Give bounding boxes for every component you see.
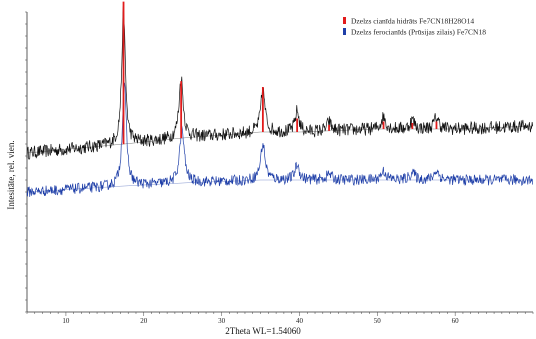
legend-entry-2: Dzelzs ferocianīds (Prūsijas zilais) Fe7… <box>351 28 486 37</box>
series-1-line <box>26 3 534 160</box>
x-tick-label: 20 <box>140 317 148 325</box>
legend-swatch-1 <box>343 17 346 24</box>
y-axis-label: Intesitāte, rel. vien. <box>6 140 16 209</box>
x-tick-label: 60 <box>452 317 460 325</box>
x-tick-label: 40 <box>296 317 304 325</box>
x-tick-label: 10 <box>62 317 70 325</box>
axes: 10 20 30 40 50 60 <box>25 11 534 325</box>
legend-swatch-2 <box>343 28 346 35</box>
series-2-line <box>26 82 534 197</box>
legend: Dzelzs cianīda hidrāts Fe7CN18H28O14 Dze… <box>343 17 486 37</box>
data-layer <box>26 1 534 197</box>
x-axis-label: 2Theta WL=1.54060 <box>225 326 301 336</box>
legend-entry-1: Dzelzs cianīda hidrāts Fe7CN18H28O14 <box>351 17 474 26</box>
x-tick-label: 30 <box>218 317 226 325</box>
x-tick-label: 50 <box>374 317 382 325</box>
